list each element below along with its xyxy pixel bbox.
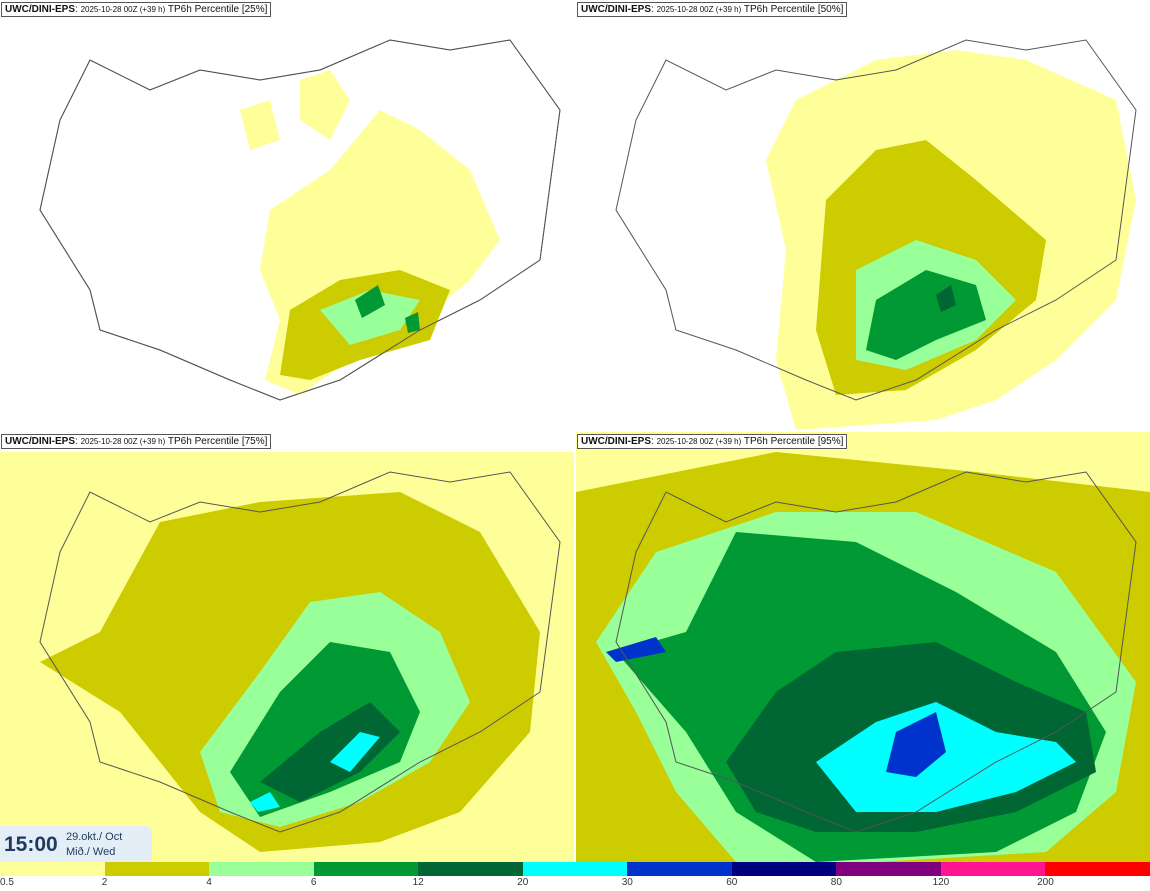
legend-tick-label: 0.5: [0, 877, 14, 888]
legend-swatch: [104, 862, 210, 876]
legend-swatch: [940, 862, 1046, 876]
precip-map: [39, 39, 561, 401]
panel-title: UWC/DINI-EPS: 2025-10-28 00Z (+39 h) TP6…: [1, 434, 272, 449]
legend-tick-label: 20: [517, 877, 529, 888]
precip-map: [576, 432, 1150, 862]
valid-date-line2: Mið./ Wed: [66, 846, 116, 858]
legend-swatch: [522, 862, 628, 876]
legend-tick-label: 4: [206, 877, 212, 888]
legend-ticks: 0.5 2 4 6 12 20 30 60 80 120 200: [0, 876, 1150, 891]
legend-tick-label: 12: [412, 877, 424, 888]
map-panel-p75: UWC/DINI-EPS: 2025-10-28 00Z (+39 h) TP6…: [0, 432, 574, 862]
panel-title: UWC/DINI-EPS: 2025-10-28 00Z (+39 h) TP6…: [1, 2, 272, 17]
legend-tick-label: 6: [310, 877, 317, 888]
precip-map: [615, 39, 1137, 430]
panel-title: UWC/DINI-EPS: 2025-10-28 00Z (+39 h) TP6…: [577, 2, 848, 17]
valid-date-line1: 29.okt./ Oct: [66, 831, 123, 843]
legend-swatch: [1045, 862, 1150, 876]
legend-swatch: [418, 862, 523, 876]
legend-swatch: [731, 862, 837, 876]
valid-time: 15:00: [4, 833, 58, 856]
legend-tick-label: 2: [101, 877, 108, 888]
legend-tick-label: 200: [1037, 877, 1054, 888]
panel-title: UWC/DINI-EPS: 2025-10-28 00Z (+39 h) TP6…: [577, 434, 848, 449]
map-panel-p25: UWC/DINI-EPS: 2025-10-28 00Z (+39 h) TP6…: [0, 0, 574, 430]
legend-swatch: [313, 862, 419, 876]
panel-divider-horizontal: [0, 430, 1150, 432]
legend-colorbar: [0, 862, 1150, 876]
legend-swatch: [209, 862, 314, 876]
legend-tick-label: 60: [726, 877, 738, 888]
legend-tick-label: 120: [932, 877, 950, 888]
legend-swatch: [627, 862, 732, 876]
legend-tick-label: 80: [830, 877, 842, 888]
legend-tick-label: 30: [621, 877, 633, 888]
precip-map: [0, 452, 574, 862]
map-panel-p95: UWC/DINI-EPS: 2025-10-28 00Z (+39 h) TP6…: [576, 432, 1150, 862]
legend-swatch: [0, 862, 105, 876]
valid-time-box: 15:00 29.okt./ Oct Mið./ Wed: [0, 826, 152, 862]
map-panel-p50: UWC/DINI-EPS: 2025-10-28 00Z (+39 h) TP6…: [576, 0, 1150, 430]
legend-swatch: [836, 862, 941, 876]
